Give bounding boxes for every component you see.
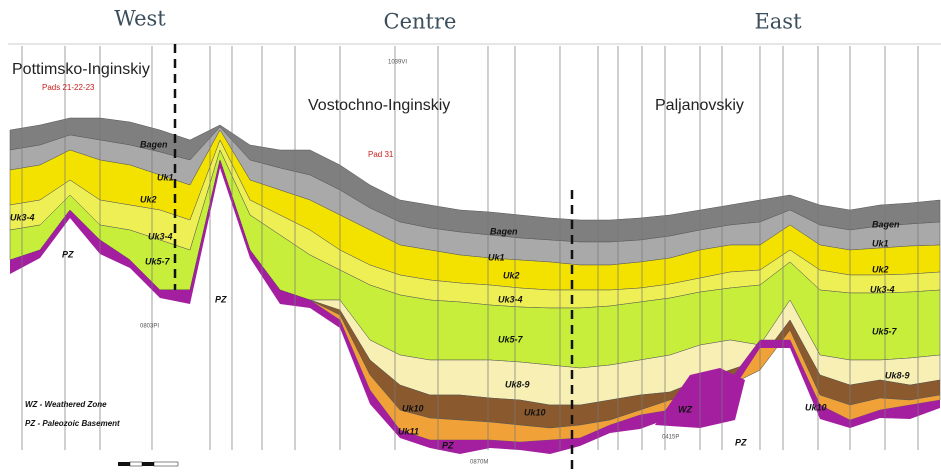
layer-label: WZ <box>678 404 692 414</box>
legend-entry: WZ - Weathered Zone <box>25 400 107 409</box>
header-east: East <box>754 10 802 34</box>
scale-segment <box>142 462 154 466</box>
layer-label: PZ <box>62 249 74 259</box>
page: West Centre East Pottimsko-Inginskiy Pad… <box>0 0 941 472</box>
cross-section: West Centre East Pottimsko-Inginskiy Pad… <box>0 0 941 472</box>
region-name: Vostochno-Inginskiy <box>308 97 450 114</box>
region-name: Pottimsko-Inginskiy <box>12 61 150 78</box>
layer-label: Uk2 <box>140 194 157 204</box>
legend-entry: PZ - Paleozoic Basement <box>25 419 120 428</box>
layer-label: Uk1 <box>157 172 174 182</box>
layer-label: Uk10 <box>805 402 827 412</box>
layer-label: Uk3-4 <box>498 294 523 304</box>
layer-label: Uk10 <box>524 407 546 417</box>
header-west: West <box>114 7 166 31</box>
pad-label: Pads 21-22-23 <box>42 83 95 92</box>
layer-label: Bagen <box>140 139 168 149</box>
layer-label: Uk3-4 <box>870 284 895 294</box>
strata <box>10 118 940 454</box>
scale-segment <box>118 462 130 466</box>
layer-label: Uk1 <box>872 238 889 248</box>
layer-label: Uk10 <box>402 403 424 413</box>
layer-label: Uk3-4 <box>148 231 173 241</box>
layer-label: PZ <box>735 437 747 447</box>
well-name: 1039VI <box>388 60 407 66</box>
layer-label: Bagen <box>872 219 900 229</box>
well-name: 0415P <box>662 435 679 441</box>
well-name: 0870M <box>470 460 488 466</box>
layer-label: PZ <box>442 440 454 450</box>
layer-label: Uk2 <box>872 264 889 274</box>
header-centre: Centre <box>384 10 457 34</box>
region-name: Paljanovskiy <box>655 97 744 114</box>
layer-label: Uk1 <box>488 252 505 262</box>
layer-label: Uk8-9 <box>885 370 910 380</box>
layer-label: Uk5-7 <box>498 334 524 344</box>
scale-bar <box>118 462 178 466</box>
layer-label: Bagen <box>490 226 518 236</box>
layer-label: Uk11 <box>398 426 419 436</box>
scale-segment <box>130 462 142 466</box>
scale-segment <box>154 462 178 466</box>
layer-label: Uk8-9 <box>505 379 530 389</box>
well-name: 0803PI <box>140 324 159 330</box>
layer-label: PZ <box>215 294 227 304</box>
pad-label: Pad 31 <box>368 150 394 159</box>
layer-label: Uk5-7 <box>145 256 171 266</box>
layer-label: Uk3-4 <box>10 212 35 222</box>
layer-label: Uk2 <box>503 270 520 280</box>
layer-label: Uk5-7 <box>872 326 898 336</box>
